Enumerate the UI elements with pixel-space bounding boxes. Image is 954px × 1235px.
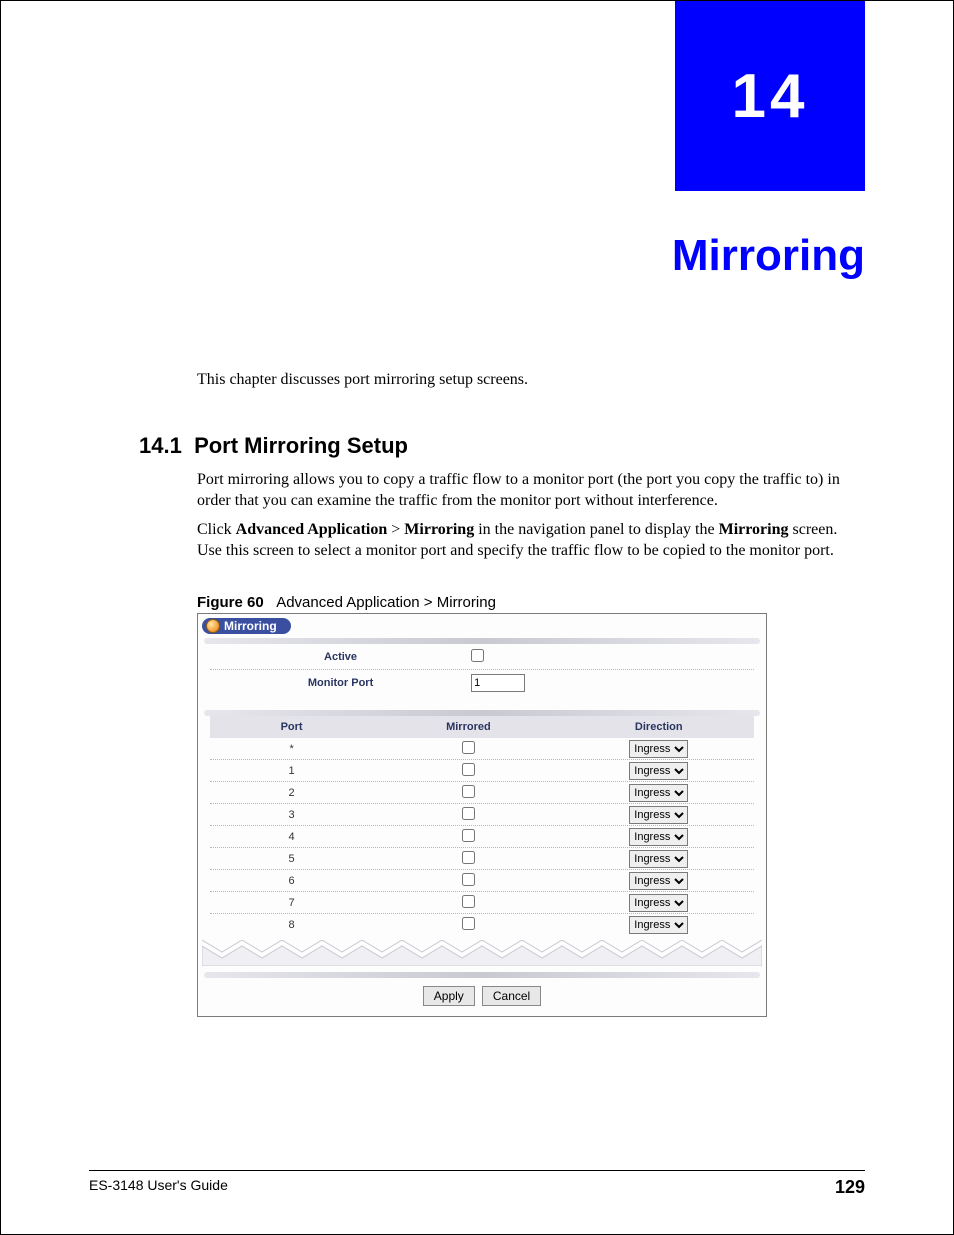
- mirrored-cell: [373, 851, 563, 867]
- direction-cell: Ingress: [564, 828, 754, 846]
- table-row: 2 Ingress: [210, 782, 754, 804]
- direction-select[interactable]: Ingress: [629, 806, 688, 824]
- table-row: 7 Ingress: [210, 892, 754, 914]
- direction-select[interactable]: Ingress: [629, 894, 688, 912]
- table-row: 8 Ingress: [210, 914, 754, 936]
- grid-header: Port Mirrored Direction: [210, 716, 754, 738]
- port-cell: 4: [210, 831, 373, 843]
- table-row: 6 Ingress: [210, 870, 754, 892]
- mirrored-cell: [373, 741, 563, 757]
- paragraph-1: Port mirroring allows you to copy a traf…: [197, 469, 865, 511]
- port-cell: 7: [210, 897, 373, 909]
- mirrored-checkbox[interactable]: [462, 763, 475, 776]
- direction-select[interactable]: Ingress: [629, 916, 688, 934]
- figure-label: Figure 60: [197, 594, 264, 611]
- mirrored-checkbox[interactable]: [462, 741, 475, 754]
- para2-bold-2: Mirroring: [404, 521, 474, 538]
- mirrored-cell: [373, 895, 563, 911]
- direction-cell: Ingress: [564, 762, 754, 780]
- direction-select[interactable]: Ingress: [629, 828, 688, 846]
- monitor-port-value-cell: [471, 674, 754, 692]
- mirrored-checkbox[interactable]: [462, 785, 475, 798]
- table-row: 4 Ingress: [210, 826, 754, 848]
- mirrored-checkbox[interactable]: [462, 917, 475, 930]
- header-direction: Direction: [564, 721, 754, 733]
- mirrored-checkbox[interactable]: [462, 807, 475, 820]
- mirroring-ui-figure: Mirroring Active Monitor Port Port Mirro…: [197, 613, 767, 1017]
- direction-cell: Ingress: [564, 740, 754, 758]
- para2-sep-1: >: [387, 521, 404, 538]
- screen-title-pill: Mirroring: [202, 618, 291, 634]
- mirrored-cell: [373, 807, 563, 823]
- port-cell: 8: [210, 919, 373, 931]
- torn-edge: [202, 940, 762, 966]
- active-row: Active: [210, 644, 754, 670]
- table-row: 3 Ingress: [210, 804, 754, 826]
- monitor-port-row: Monitor Port: [210, 670, 754, 696]
- direction-cell: Ingress: [564, 916, 754, 934]
- para2-text-2: in the navigation panel to display the: [474, 521, 718, 538]
- header-port: Port: [210, 721, 373, 733]
- mirrored-cell: [373, 873, 563, 889]
- monitor-port-input[interactable]: [471, 674, 525, 692]
- active-label: Active: [210, 651, 471, 663]
- monitor-port-label: Monitor Port: [210, 677, 471, 689]
- direction-cell: Ingress: [564, 850, 754, 868]
- section-title: Port Mirroring Setup: [194, 433, 408, 458]
- section-body: Port mirroring allows you to copy a traf…: [197, 469, 865, 569]
- direction-cell: Ingress: [564, 894, 754, 912]
- para2-text: Click: [197, 521, 236, 538]
- mirrored-checkbox[interactable]: [462, 851, 475, 864]
- pill-row: Mirroring: [198, 614, 766, 638]
- port-cell: 6: [210, 875, 373, 887]
- port-cell: 5: [210, 853, 373, 865]
- figure-caption-text: Advanced Application > Mirroring: [276, 594, 496, 611]
- chapter-number: 14: [732, 61, 809, 132]
- table-row: 5 Ingress: [210, 848, 754, 870]
- spacer: [198, 696, 766, 710]
- direction-select[interactable]: Ingress: [629, 872, 688, 890]
- active-checkbox[interactable]: [471, 649, 484, 662]
- chapter-title: Mirroring: [672, 231, 865, 281]
- paragraph-2: Click Advanced Application > Mirroring i…: [197, 519, 865, 561]
- grid-body: * Ingress 1 Ingress 2 Ingress 3 Ingress 4 Ingress…: [198, 738, 766, 936]
- chapter-intro: This chapter discusses port mirroring se…: [197, 371, 865, 389]
- footer-page-number: 129: [835, 1177, 865, 1198]
- pill-dot-icon: [206, 619, 220, 633]
- direction-select[interactable]: Ingress: [629, 850, 688, 868]
- direction-cell: Ingress: [564, 806, 754, 824]
- chapter-number-badge: 14: [675, 1, 865, 191]
- mirrored-checkbox[interactable]: [462, 829, 475, 842]
- button-row: Apply Cancel: [198, 978, 766, 1016]
- screen-title: Mirroring: [224, 619, 277, 633]
- mirrored-cell: [373, 917, 563, 933]
- mirrored-checkbox[interactable]: [462, 895, 475, 908]
- port-cell: 1: [210, 765, 373, 777]
- figure-caption: Figure 60 Advanced Application > Mirrori…: [197, 594, 496, 611]
- direction-cell: Ingress: [564, 784, 754, 802]
- apply-button[interactable]: Apply: [423, 986, 475, 1006]
- port-cell: 3: [210, 809, 373, 821]
- port-cell: *: [210, 743, 373, 755]
- mirrored-cell: [373, 763, 563, 779]
- direction-select[interactable]: Ingress: [629, 740, 688, 758]
- mirrored-checkbox[interactable]: [462, 873, 475, 886]
- page-footer: ES-3148 User's Guide 129: [89, 1170, 865, 1198]
- cancel-button[interactable]: Cancel: [482, 986, 541, 1006]
- footer-guide: ES-3148 User's Guide: [89, 1177, 228, 1198]
- table-row: 1 Ingress: [210, 760, 754, 782]
- direction-select[interactable]: Ingress: [629, 762, 688, 780]
- table-row: * Ingress: [210, 738, 754, 760]
- para2-bold-3: Mirroring: [719, 521, 789, 538]
- section-number: 14.1: [139, 433, 182, 458]
- mirrored-cell: [373, 785, 563, 801]
- active-value: [471, 649, 754, 665]
- direction-cell: Ingress: [564, 872, 754, 890]
- section-heading: 14.1 Port Mirroring Setup: [139, 433, 408, 459]
- direction-select[interactable]: Ingress: [629, 784, 688, 802]
- port-cell: 2: [210, 787, 373, 799]
- header-mirrored: Mirrored: [373, 721, 563, 733]
- mirrored-cell: [373, 829, 563, 845]
- para2-bold-1: Advanced Application: [236, 521, 388, 538]
